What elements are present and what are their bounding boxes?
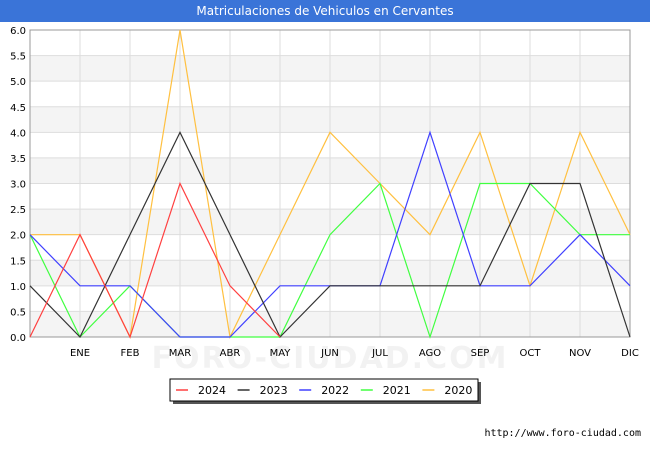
y-tick-label: 1.5	[10, 256, 26, 267]
legend-label-2021: 2021	[383, 384, 411, 397]
legend-label-2020: 2020	[444, 384, 472, 397]
x-tick-label: FEB	[121, 348, 140, 359]
footer-url[interactable]: http://www.foro-ciudad.com	[484, 428, 641, 439]
y-tick-label: 5.0	[10, 77, 26, 88]
x-tick-label: OCT	[520, 348, 542, 359]
x-tick-label: MAR	[169, 348, 191, 359]
x-tick-label: JUN	[320, 348, 339, 359]
x-tick-label: NOV	[569, 348, 591, 359]
series-line-2024	[29, 181, 281, 339]
x-tick-label: DIC	[621, 348, 639, 359]
y-tick-label: 4.5	[10, 103, 26, 114]
y-tick-label: 6.0	[10, 26, 26, 37]
legend-box	[169, 378, 479, 402]
y-tick-label: 4.0	[10, 128, 26, 139]
watermark: FORO-CIUDAD.COM	[152, 341, 509, 376]
chart-title: Matriculaciones de Vehiculos en Cervante…	[0, 0, 650, 22]
legend-label-2022: 2022	[321, 384, 349, 397]
y-tick-label: 2.0	[10, 231, 26, 242]
y-tick-label: 3.0	[10, 180, 26, 191]
y-tick-label: 0.5	[10, 307, 26, 318]
x-tick-label: SEP	[471, 348, 490, 359]
y-tick-label: 3.5	[10, 154, 26, 165]
x-tick-label: MAY	[270, 348, 292, 359]
x-tick-label: JUL	[371, 348, 388, 359]
y-tick-label: 0.0	[10, 333, 26, 344]
x-tick-label: AGO	[419, 348, 441, 359]
y-tick-label: 1.0	[10, 282, 26, 293]
legend-label-2024: 2024	[198, 384, 226, 397]
x-tick-label: ENE	[70, 348, 90, 359]
legend-label-2023: 2023	[260, 384, 288, 397]
plot-frame	[29, 29, 631, 338]
series-line-2023	[29, 130, 631, 339]
y-tick-label: 2.5	[10, 205, 26, 216]
y-tick-label: 5.5	[10, 52, 26, 63]
x-tick-label: ABR	[220, 348, 241, 359]
